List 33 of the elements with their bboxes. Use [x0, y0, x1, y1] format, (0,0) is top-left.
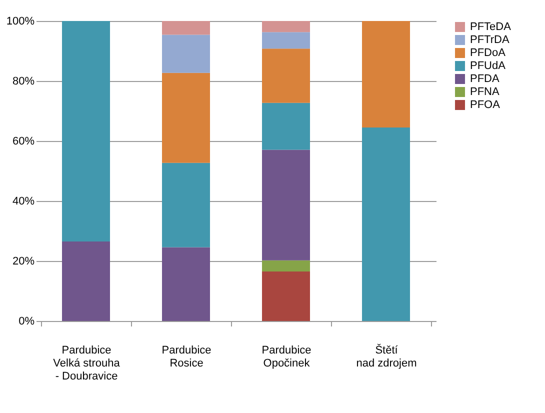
bar	[162, 72, 210, 163]
legend-label: PFTrDA	[470, 34, 510, 46]
y-tick-label: 20%	[12, 256, 35, 268]
bar	[62, 242, 110, 321]
bar	[262, 48, 310, 103]
bar	[262, 102, 310, 150]
bar	[62, 21, 110, 242]
bar	[262, 272, 310, 321]
y-tick-label: 80%	[12, 76, 35, 88]
bar	[262, 21, 310, 32]
bar	[262, 150, 310, 260]
bar	[262, 260, 310, 272]
legend-label: PFOA	[470, 99, 501, 111]
bar	[162, 34, 210, 73]
legend-label: PFTeDA	[470, 21, 512, 33]
legend-label: PFDA	[470, 73, 500, 85]
y-tick-label: 40%	[12, 196, 35, 208]
y-tick-label: 0%	[18, 316, 35, 328]
bar	[362, 21, 410, 128]
x-tick-label: Štětí nad zdrojem	[356, 344, 417, 370]
bar	[162, 247, 210, 321]
bar	[162, 21, 210, 35]
x-tick-label: Pardubice Rosice	[162, 344, 212, 370]
y-tick-label: 100%	[6, 16, 35, 28]
bar	[162, 162, 210, 248]
legend-label: PFNA	[470, 86, 500, 98]
y-tick-label: 60%	[12, 136, 35, 148]
legend-label: PFDoA	[470, 47, 506, 59]
bar	[362, 128, 410, 321]
legend-label: PFUdA	[470, 60, 506, 72]
x-tick-label: Pardubice Velká strouha - Doubravice	[53, 344, 121, 382]
x-tick-label: Pardubice Opočinek	[262, 344, 312, 370]
bar	[262, 32, 310, 49]
